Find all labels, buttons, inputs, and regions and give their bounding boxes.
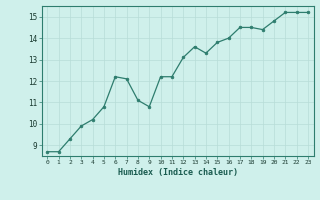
X-axis label: Humidex (Indice chaleur): Humidex (Indice chaleur) <box>118 168 237 177</box>
